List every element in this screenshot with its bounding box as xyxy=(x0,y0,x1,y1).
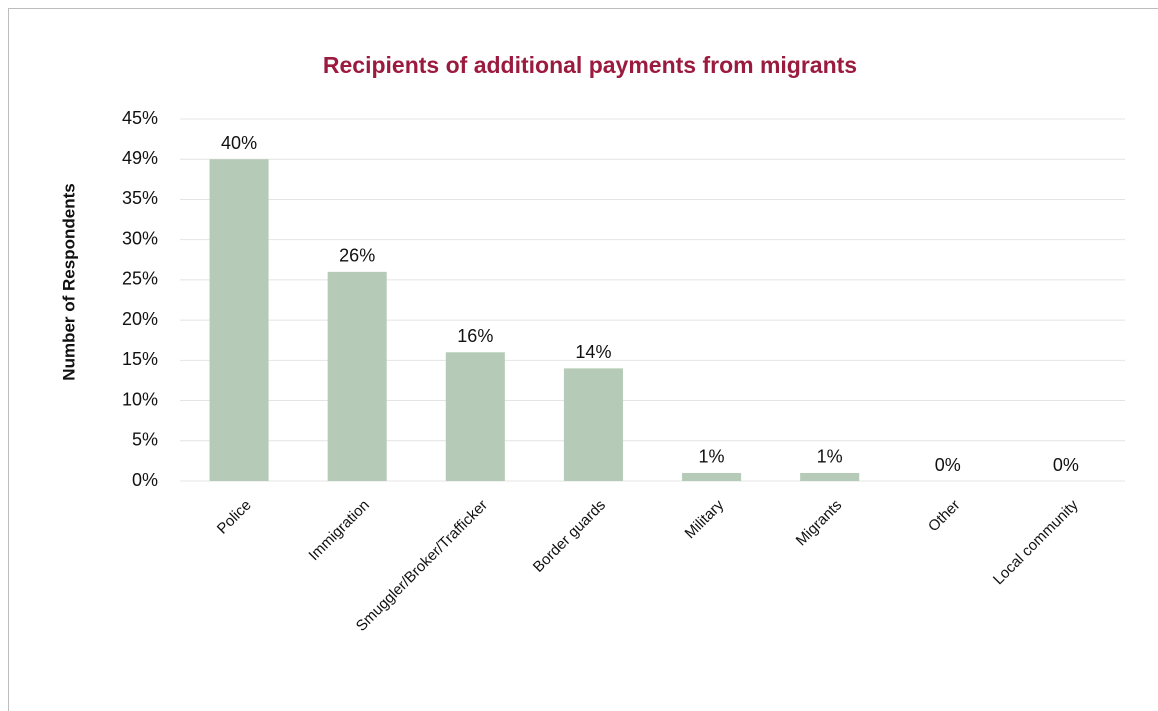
value-label: 16% xyxy=(457,326,493,346)
y-tick-label: 45% xyxy=(122,108,158,128)
value-label: 0% xyxy=(935,455,961,475)
x-tick-label: Other xyxy=(925,497,964,536)
x-tick-label: Border guards xyxy=(530,497,609,576)
x-tick-label: Smuggler/Broker/Trafficker xyxy=(353,497,491,635)
bar xyxy=(682,472,742,481)
y-tick-label: 5% xyxy=(132,430,158,450)
y-tick-label: 20% xyxy=(122,309,158,329)
chart-title: Recipients of additional payments from m… xyxy=(323,52,857,78)
x-tick-label: Military xyxy=(682,496,728,542)
x-tick-label: Local community xyxy=(990,496,1082,588)
y-tick-label: 35% xyxy=(122,188,158,208)
y-axis-label: Number of Respondents xyxy=(59,183,78,380)
bar xyxy=(209,159,269,481)
y-tick-label: 30% xyxy=(122,228,158,248)
x-tick-label: Immigration xyxy=(305,497,372,564)
bar xyxy=(445,352,505,481)
bar xyxy=(800,472,860,481)
value-label: 26% xyxy=(339,246,375,266)
value-label: 0% xyxy=(1053,455,1079,475)
y-tick-label: 0% xyxy=(132,470,158,490)
value-label: 14% xyxy=(575,342,611,362)
chart-frame xyxy=(8,8,1158,711)
bar xyxy=(563,368,623,481)
value-label: 1% xyxy=(817,447,843,467)
y-tick-label: 25% xyxy=(122,269,158,289)
x-tick-label: Migrants xyxy=(793,497,846,550)
x-tick-label: Police xyxy=(214,497,255,538)
bar xyxy=(327,271,387,481)
value-label: 1% xyxy=(699,447,725,467)
y-tick-label: 10% xyxy=(122,389,158,409)
y-tick-label: 49% xyxy=(122,148,158,168)
y-tick-label: 15% xyxy=(122,349,158,369)
value-label: 40% xyxy=(221,133,257,153)
